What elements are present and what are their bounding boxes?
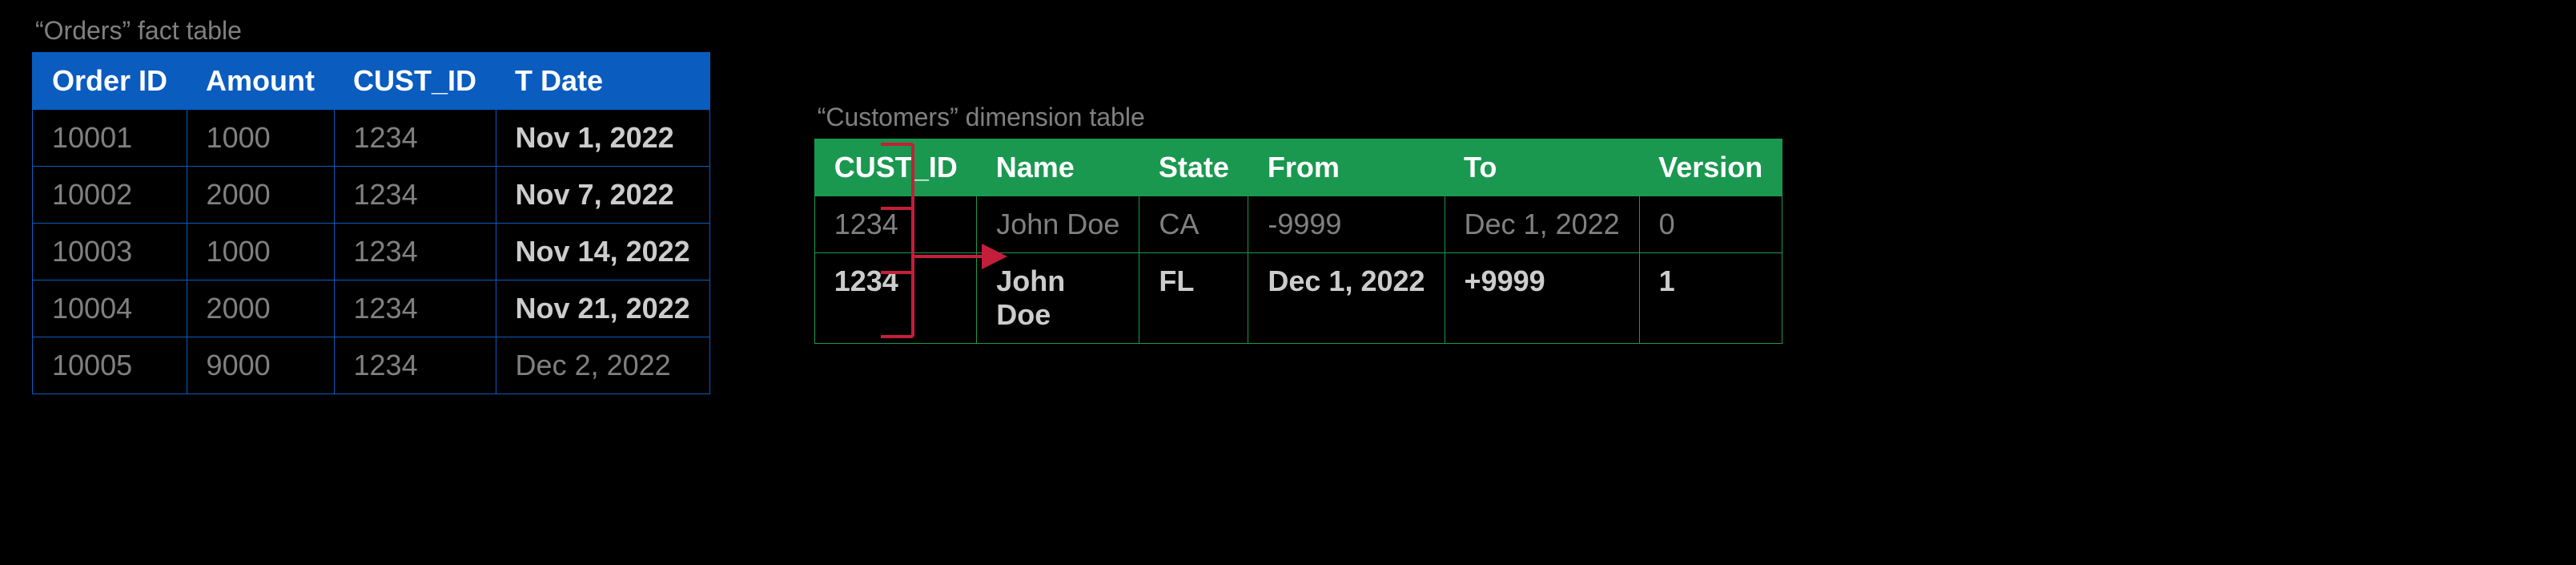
- customers-cell-state: FL: [1139, 253, 1248, 344]
- customers-col-from: From: [1248, 139, 1445, 196]
- table-row: 1234 John Doe CA -9999 Dec 1, 2022 0: [814, 196, 1782, 253]
- orders-caption: “Orders” fact table: [32, 16, 710, 46]
- customers-cell-from: Dec 1, 2022: [1248, 253, 1445, 344]
- customers-cell-to: Dec 1, 2022: [1445, 196, 1639, 253]
- orders-cell-order-id: 10002: [33, 167, 187, 224]
- orders-cell-order-id: 10001: [33, 110, 187, 167]
- table-row: 10005 9000 1234 Dec 2, 2022: [33, 337, 710, 394]
- orders-header-row: Order ID Amount CUST_ID T Date: [33, 53, 710, 110]
- customers-col-version: Version: [1639, 139, 1782, 196]
- customers-cell-cust-id: 1234: [814, 196, 977, 253]
- customers-col-cust-id: CUST_ID: [814, 139, 977, 196]
- orders-cell-order-id: 10004: [33, 280, 187, 337]
- customers-cell-name: John Doe: [977, 253, 1139, 344]
- customers-cell-to: +9999: [1445, 253, 1639, 344]
- table-row: 10004 2000 1234 Nov 21, 2022: [33, 280, 710, 337]
- customers-header-row: CUST_ID Name State From To Version: [814, 139, 1782, 196]
- customers-cell-cust-id: 1234: [814, 253, 977, 344]
- customers-caption: “Customers” dimension table: [814, 103, 1783, 132]
- orders-col-t-date: T Date: [496, 53, 709, 110]
- orders-cell-order-id: 10003: [33, 224, 187, 280]
- orders-cell-amount: 1000: [187, 224, 334, 280]
- orders-cell-amount: 1000: [187, 110, 334, 167]
- customers-cell-from: -9999: [1248, 196, 1445, 253]
- orders-cell-order-id: 10005: [33, 337, 187, 394]
- customers-table-block: “Customers” dimension table CUST_ID Name…: [814, 103, 1783, 344]
- orders-cell-t-date: Nov 14, 2022: [496, 224, 709, 280]
- orders-cell-cust-id: 1234: [334, 280, 496, 337]
- customers-col-to: To: [1445, 139, 1639, 196]
- orders-cell-t-date: Nov 7, 2022: [496, 167, 709, 224]
- table-row: 10001 1000 1234 Nov 1, 2022: [33, 110, 710, 167]
- orders-col-order-id: Order ID: [33, 53, 187, 110]
- orders-col-amount: Amount: [187, 53, 334, 110]
- customers-table: CUST_ID Name State From To Version 1234 …: [814, 139, 1783, 344]
- customers-cell-state: CA: [1139, 196, 1248, 253]
- customers-col-state: State: [1139, 139, 1248, 196]
- orders-cell-cust-id: 1234: [334, 167, 496, 224]
- orders-cell-amount: 2000: [187, 280, 334, 337]
- orders-col-cust-id: CUST_ID: [334, 53, 496, 110]
- table-row: 10003 1000 1234 Nov 14, 2022: [33, 224, 710, 280]
- orders-cell-amount: 9000: [187, 337, 334, 394]
- orders-cell-t-date: Dec 2, 2022: [496, 337, 709, 394]
- customers-cell-name: John Doe: [977, 196, 1139, 253]
- table-row: 10002 2000 1234 Nov 7, 2022: [33, 167, 710, 224]
- orders-cell-cust-id: 1234: [334, 337, 496, 394]
- orders-table: Order ID Amount CUST_ID T Date 10001 100…: [32, 52, 710, 394]
- customers-col-name: Name: [977, 139, 1139, 196]
- orders-table-block: “Orders” fact table Order ID Amount CUST…: [32, 16, 710, 394]
- orders-cell-cust-id: 1234: [334, 224, 496, 280]
- orders-cell-amount: 2000: [187, 167, 334, 224]
- orders-cell-t-date: Nov 1, 2022: [496, 110, 709, 167]
- table-row: 1234 John Doe FL Dec 1, 2022 +9999 1: [814, 253, 1782, 344]
- customers-cell-version: 1: [1639, 253, 1782, 344]
- orders-cell-cust-id: 1234: [334, 110, 496, 167]
- customers-cell-version: 0: [1639, 196, 1782, 253]
- orders-cell-t-date: Nov 21, 2022: [496, 280, 709, 337]
- diagram-container: “Orders” fact table Order ID Amount CUST…: [32, 16, 2544, 394]
